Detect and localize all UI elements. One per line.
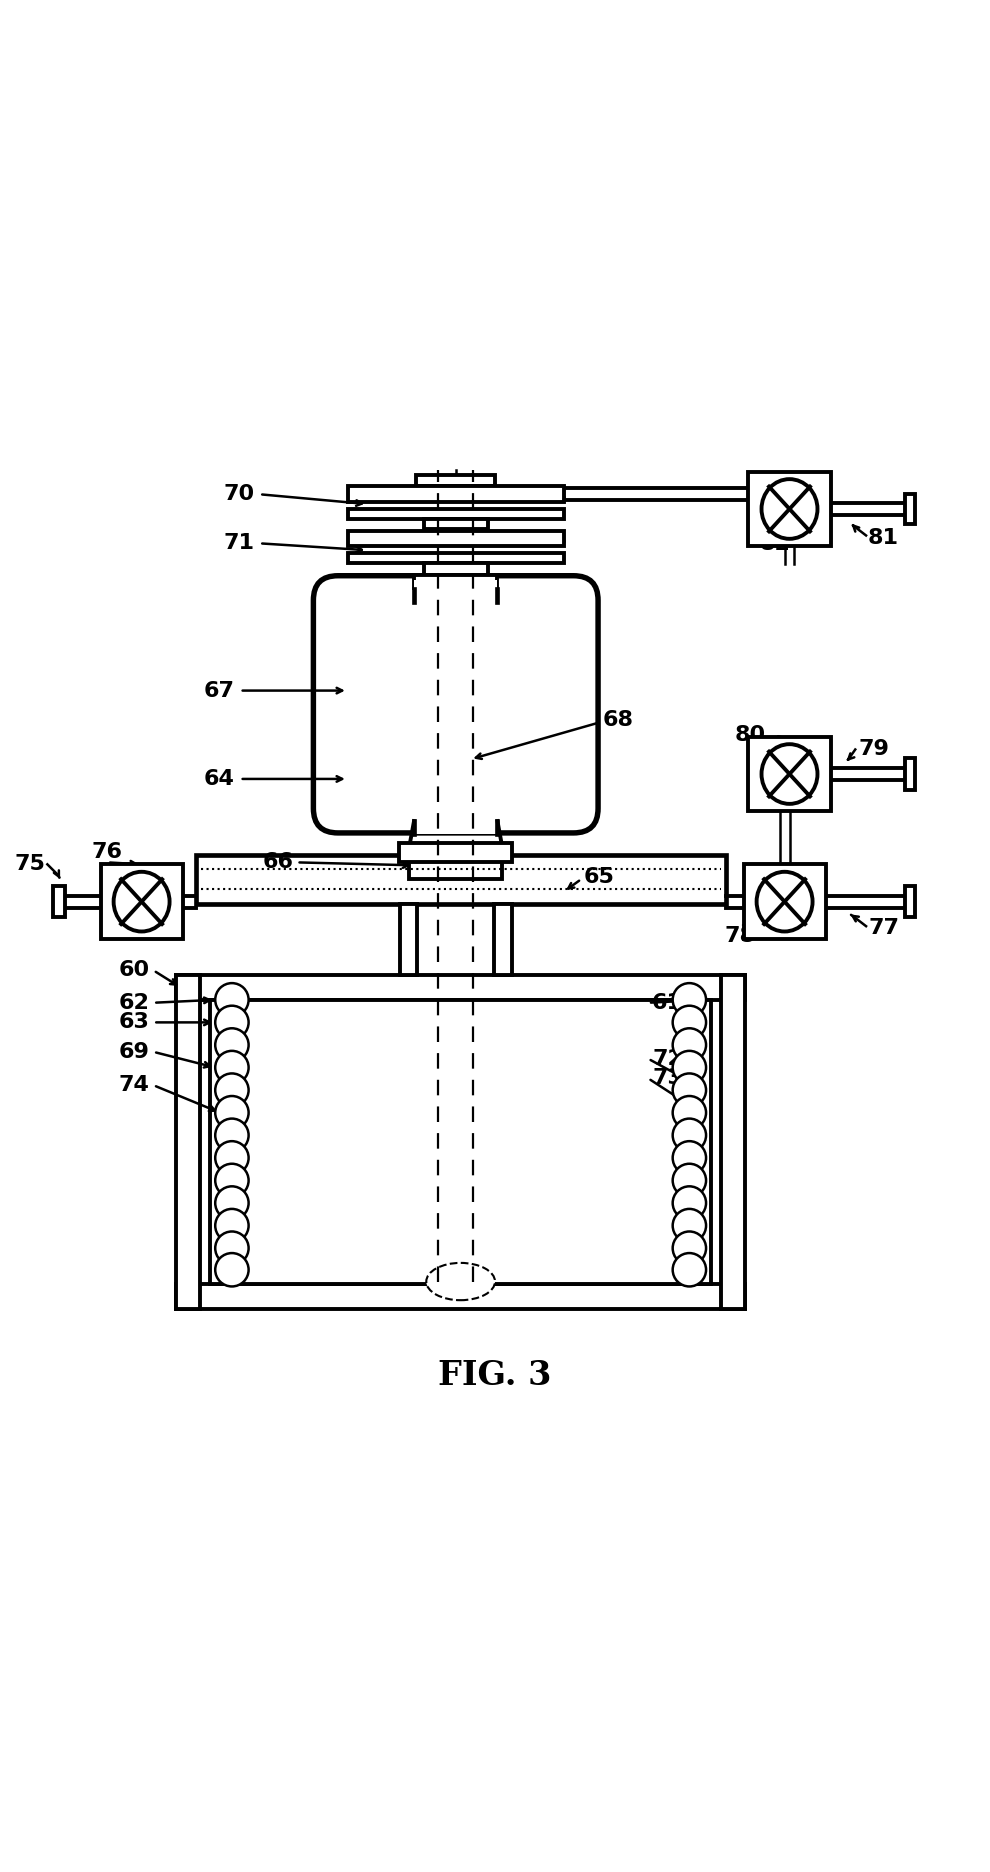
Bar — [409, 852, 502, 880]
Bar — [347, 487, 563, 502]
Bar — [424, 563, 488, 575]
Bar — [414, 575, 497, 588]
FancyBboxPatch shape — [314, 577, 598, 833]
Text: 63: 63 — [119, 1013, 149, 1031]
Text: FIG. 3: FIG. 3 — [439, 1359, 551, 1393]
Bar — [424, 519, 488, 528]
Bar — [400, 904, 418, 975]
Ellipse shape — [761, 479, 818, 539]
Bar — [905, 494, 915, 524]
Text: 66: 66 — [262, 852, 294, 872]
Circle shape — [672, 983, 706, 1016]
Text: 73: 73 — [652, 1069, 683, 1088]
Text: 67: 67 — [204, 681, 235, 700]
Text: 68: 68 — [603, 709, 634, 730]
Text: 76: 76 — [92, 842, 123, 863]
Text: 72: 72 — [652, 1048, 683, 1069]
Circle shape — [672, 1164, 706, 1196]
Text: 64: 64 — [204, 769, 235, 788]
Circle shape — [672, 1050, 706, 1084]
Text: 69: 69 — [119, 1043, 149, 1061]
Circle shape — [215, 1050, 248, 1084]
Bar — [748, 472, 831, 547]
Circle shape — [672, 1073, 706, 1106]
Bar — [176, 1284, 745, 1309]
Text: 77: 77 — [868, 917, 899, 938]
Circle shape — [672, 1095, 706, 1129]
Circle shape — [215, 1142, 248, 1174]
Text: 61: 61 — [652, 992, 683, 1013]
Circle shape — [215, 1028, 248, 1061]
Text: 78: 78 — [725, 927, 756, 945]
Bar — [347, 509, 563, 519]
Circle shape — [672, 1119, 706, 1151]
Bar — [347, 552, 563, 563]
Bar — [210, 1000, 711, 1284]
Bar — [414, 818, 497, 833]
Bar — [417, 475, 495, 487]
Text: 70: 70 — [224, 485, 254, 504]
Text: 81: 81 — [868, 528, 899, 548]
Circle shape — [215, 1073, 248, 1106]
Circle shape — [215, 983, 248, 1016]
Circle shape — [672, 1232, 706, 1265]
Circle shape — [215, 1095, 248, 1129]
Text: 60: 60 — [119, 960, 149, 981]
Circle shape — [215, 1232, 248, 1265]
Bar — [743, 865, 826, 940]
Circle shape — [215, 1164, 248, 1196]
Text: 71: 71 — [224, 534, 254, 554]
Circle shape — [672, 1209, 706, 1243]
Circle shape — [672, 1187, 706, 1221]
Bar — [196, 854, 726, 904]
Bar — [905, 758, 915, 790]
Ellipse shape — [761, 745, 818, 803]
Circle shape — [215, 1187, 248, 1221]
Circle shape — [672, 1252, 706, 1286]
Circle shape — [215, 1252, 248, 1286]
Circle shape — [215, 1005, 248, 1039]
Text: 79: 79 — [858, 739, 889, 760]
Bar — [176, 975, 201, 1309]
Ellipse shape — [114, 872, 169, 932]
Bar — [721, 975, 745, 1309]
Bar — [399, 842, 512, 863]
Text: 62: 62 — [119, 992, 149, 1013]
Bar — [176, 975, 745, 1000]
Bar — [101, 865, 182, 940]
Bar — [748, 738, 831, 811]
Text: 74: 74 — [119, 1075, 149, 1095]
Circle shape — [672, 1142, 706, 1174]
Circle shape — [215, 1119, 248, 1151]
Bar — [347, 530, 563, 547]
Bar — [414, 580, 497, 603]
Bar — [494, 904, 512, 975]
Circle shape — [672, 1028, 706, 1061]
Text: 65: 65 — [583, 867, 614, 887]
Ellipse shape — [756, 872, 813, 932]
Text: 82: 82 — [759, 534, 790, 554]
Bar — [53, 885, 65, 917]
Text: 80: 80 — [735, 724, 766, 745]
Circle shape — [672, 1005, 706, 1039]
Circle shape — [215, 1209, 248, 1243]
Text: 75: 75 — [15, 854, 46, 874]
Ellipse shape — [427, 1264, 495, 1301]
Bar — [905, 885, 915, 917]
